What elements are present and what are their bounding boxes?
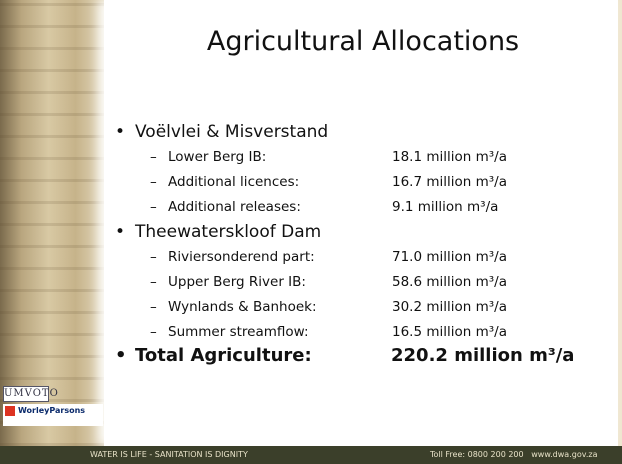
item-value: 18.1 million m³/a: [392, 149, 507, 165]
worley-logo: WorleyParsons: [3, 404, 103, 426]
total-value: 220.2 million m³/a: [391, 345, 575, 366]
slide-title: Agricultural Allocations: [206, 26, 520, 57]
footer: WATER IS LIFE - SANITATION IS DIGNITY To…: [0, 446, 622, 464]
item-value: 30.2 million m³/a: [392, 299, 507, 315]
item-value: 9.1 million m³/a: [392, 199, 499, 215]
item-label: Additional releases:: [168, 199, 301, 215]
item-label: Lower Berg IB:: [168, 149, 267, 165]
section-heading: Theewaterskloof Dam: [115, 222, 321, 242]
footer-motto: WATER IS LIFE - SANITATION IS DIGNITY: [90, 450, 248, 459]
item-value: 16.7 million m³/a: [392, 174, 507, 190]
total-label: Total Agriculture:: [135, 345, 312, 366]
item-label: Upper Berg River IB:: [168, 274, 306, 290]
section-heading: Voëlvlei & Misverstand: [115, 122, 328, 142]
footer-contact: Toll Free: 0800 200 200 www.dwa.gov.za: [430, 450, 598, 459]
item-label: Wynlands & Banhoek:: [168, 299, 317, 315]
building-photo: [0, 0, 108, 446]
item-label: Summer streamflow:: [168, 324, 309, 340]
item-label: Additional licences:: [168, 174, 300, 190]
umvoto-logo: UMVOTO: [3, 386, 58, 402]
item-label: Riviersonderend part:: [168, 249, 315, 265]
item-value: 58.6 million m³/a: [392, 274, 507, 290]
section-heading-text: Theewaterskloof Dam: [135, 222, 322, 242]
item-value: 16.5 million m³/a: [392, 324, 507, 340]
section-heading-text: Voëlvlei & Misverstand: [135, 122, 329, 142]
item-value: 71.0 million m³/a: [392, 249, 507, 265]
